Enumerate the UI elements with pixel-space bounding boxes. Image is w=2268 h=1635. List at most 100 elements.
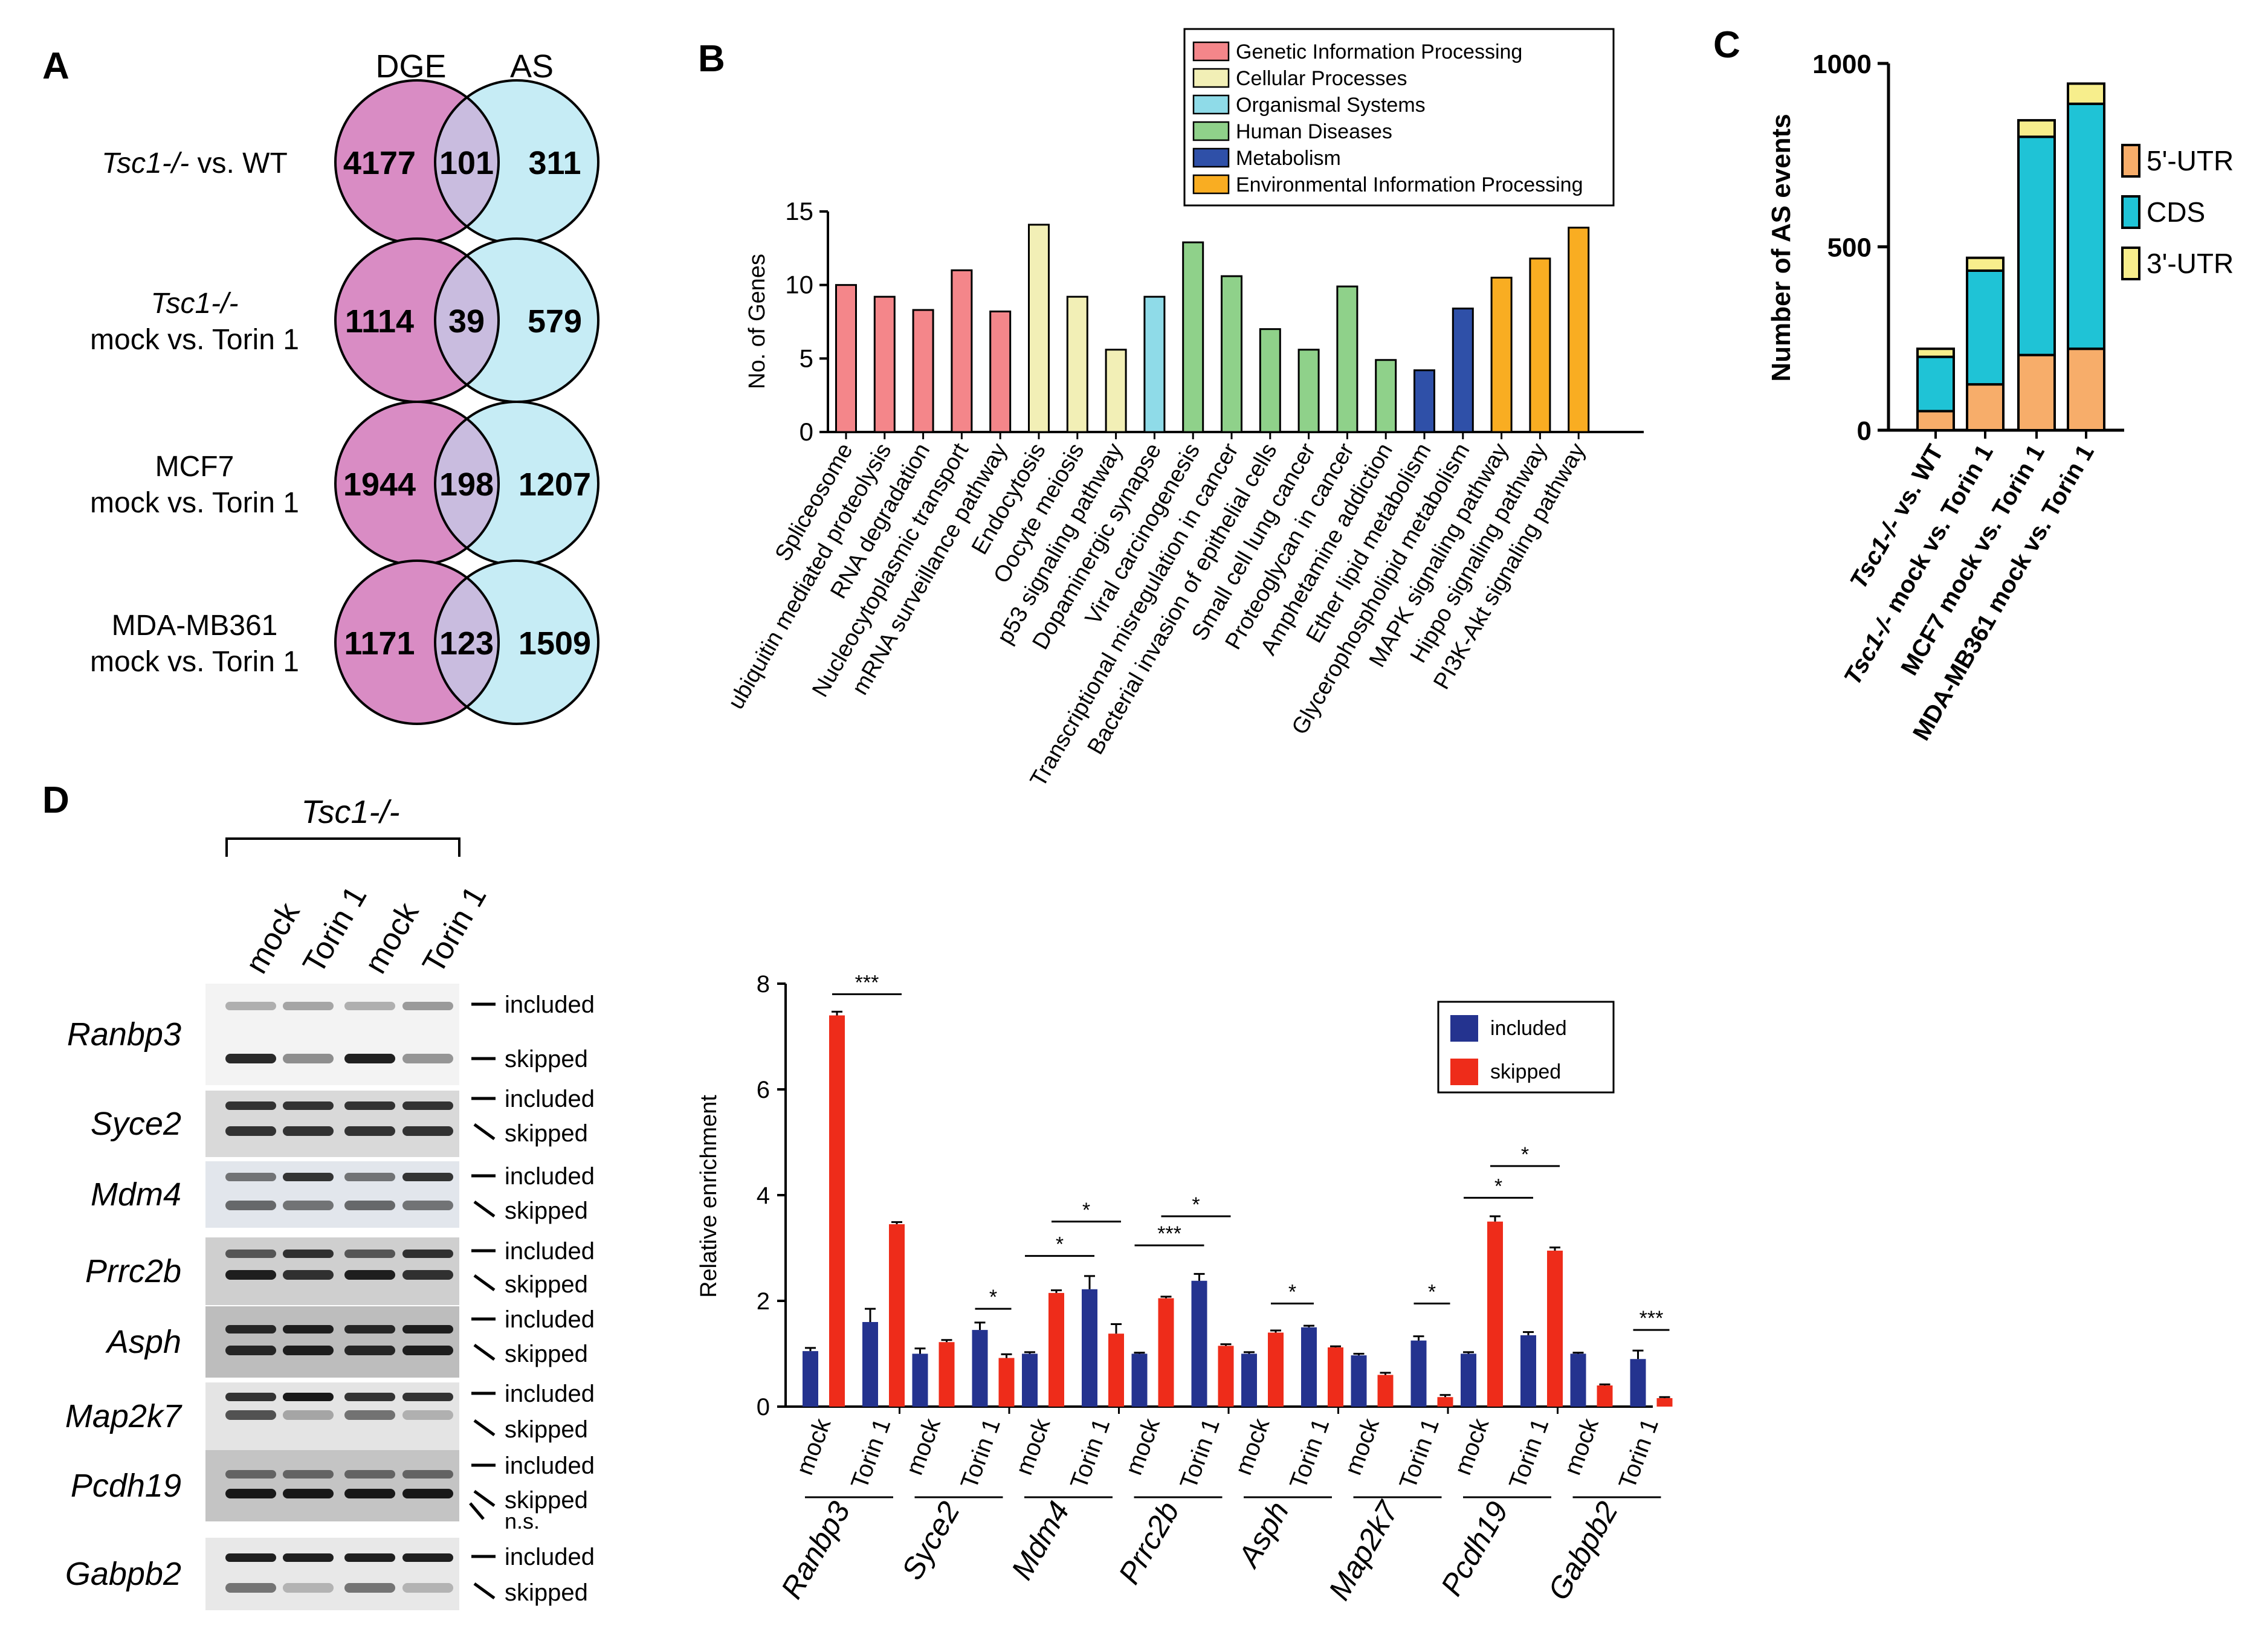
rel-bar-skipped [1328, 1347, 1343, 1407]
venn-row-3: 1171 123 1509 MDA-MB361 mock vs. Torin 1 [90, 560, 599, 725]
rel-gene-label: Mdm4 [1005, 1496, 1076, 1585]
kegg-legend-swatch [1192, 174, 1230, 195]
skipped-band [344, 1346, 395, 1355]
panel-letter-d: D [42, 779, 69, 821]
as-bar-segment [1916, 410, 1955, 431]
included-band [283, 1393, 334, 1401]
skipped-band [283, 1489, 334, 1498]
included-band [402, 1101, 453, 1110]
gel-gene-label: Pcdh19 [71, 1468, 181, 1504]
kegg-bar [1336, 285, 1359, 433]
sig-label: * [1056, 1233, 1064, 1256]
included-band [225, 1173, 276, 1181]
rel-condition-label: mock [791, 1414, 836, 1479]
skipped-label: skipped [505, 1416, 588, 1443]
skipped-band [402, 1126, 453, 1136]
skipped-label: skipped [505, 1579, 588, 1606]
rel-condition-label: mock [1010, 1414, 1055, 1479]
skipped-label: skipped [505, 1120, 588, 1147]
kegg-bar [1066, 295, 1088, 433]
skipped-band [344, 1126, 395, 1136]
included-label: included [505, 1453, 595, 1479]
rel-condition-label: mock [1449, 1414, 1494, 1479]
rel-gene-label: Asph [1231, 1496, 1296, 1574]
included-band [344, 1470, 395, 1479]
gel-row-map2k7: Map2k7 included skipped [65, 1381, 595, 1450]
as-bar-segment [1966, 256, 2005, 272]
rel-bar-skipped [1218, 1346, 1234, 1407]
as-y-label: Number of AS events [1766, 114, 1796, 381]
as-legend-label: 5'-UTR [2147, 145, 2234, 176]
panel-letter-c: C [1713, 24, 1740, 66]
sig-label: * [1428, 1280, 1436, 1303]
included-band [344, 1173, 395, 1181]
rel-condition-label: Torin 1 [1504, 1415, 1554, 1492]
skipped-marker [473, 1274, 496, 1292]
as-bar-segment [1916, 347, 1955, 358]
skipped-band [283, 1410, 334, 1420]
rel-bar-included [1022, 1353, 1038, 1407]
included-label: included [505, 1381, 595, 1407]
gel-lane-label: Torin 1 [416, 880, 493, 979]
venn-row-0: 4177 101 311 Tsc1-/- vs. WT [102, 79, 599, 245]
rel-bar-skipped [1268, 1332, 1284, 1407]
rel-bar-included [1082, 1289, 1097, 1407]
comparison-label: Tsc1-/- [151, 288, 239, 320]
skipped-marker [473, 1343, 496, 1361]
gel-row-asph: Asph included skipped [105, 1306, 595, 1378]
skipped-band [283, 1346, 334, 1355]
included-label: included [505, 1544, 595, 1570]
as-header: AS [510, 48, 554, 85]
rel-bar-skipped [1487, 1221, 1503, 1407]
comparison-label-line2: mock vs. Torin 1 [90, 487, 299, 519]
skipped-band [402, 1201, 453, 1210]
skipped-band [344, 1583, 395, 1593]
included-band [283, 1002, 334, 1010]
kegg-bar [1452, 308, 1474, 433]
rel-bar-skipped [1158, 1298, 1174, 1407]
rel-bar-skipped [889, 1224, 905, 1407]
included-band [344, 1250, 395, 1258]
rel-y-label: Relative enrichment [696, 1095, 722, 1298]
included-band [402, 1250, 453, 1258]
sig-label: * [1521, 1143, 1529, 1166]
included-band [225, 1101, 276, 1110]
comparison-label: Tsc1-/- vs. WT [102, 147, 288, 179]
kegg-bar [989, 310, 1012, 433]
gel-panel-bg [205, 984, 459, 1085]
skipped-band [344, 1054, 395, 1063]
included-band [225, 1553, 276, 1562]
gel-gene-label: Map2k7 [65, 1398, 183, 1434]
skipped-marker [473, 1419, 496, 1437]
rel-condition-label: mock [1120, 1414, 1165, 1479]
rel-bar-included [1191, 1280, 1207, 1407]
rel-condition-label: mock [1230, 1414, 1275, 1479]
kegg-y-tick-label: 0 [800, 418, 813, 446]
kegg-y-tick-label: 15 [785, 197, 813, 225]
rel-y-tick-label: 2 [757, 1288, 770, 1315]
kegg-legend-swatch [1192, 41, 1230, 62]
skipped-label: skipped [505, 1046, 588, 1072]
rel-bar-skipped [1108, 1333, 1124, 1407]
kegg-bar [1028, 224, 1050, 433]
dge-header: DGE [375, 48, 446, 85]
kegg-bar [1221, 275, 1242, 433]
as-legend-label: 3'-UTR [2147, 248, 2234, 279]
included-band [283, 1250, 334, 1258]
rel-bar-skipped [1377, 1375, 1394, 1407]
included-band [344, 1393, 395, 1401]
kegg-bar [1568, 227, 1590, 433]
skipped-label: skipped [505, 1341, 588, 1367]
kegg-bar [1259, 328, 1281, 433]
skipped-band [225, 1054, 276, 1063]
rel-condition-label: mock [1559, 1414, 1604, 1479]
included-label: included [505, 1086, 595, 1112]
skipped-band [344, 1489, 395, 1498]
rel-bar-included [912, 1353, 928, 1407]
skipped-marker [473, 1123, 496, 1141]
included-band [402, 1173, 453, 1181]
skipped-band [402, 1054, 453, 1063]
skipped-label: skipped [505, 1487, 588, 1514]
rel-bar-included [803, 1351, 818, 1407]
